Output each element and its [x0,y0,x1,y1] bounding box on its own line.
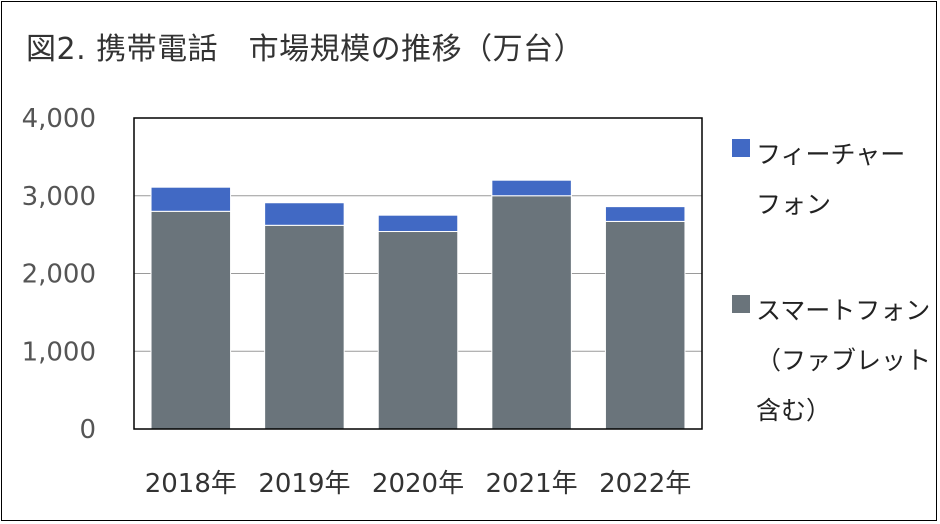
bar-segment-smartphone [264,224,345,430]
legend-swatch-smartphone [732,295,750,313]
bar-segment-smartphone [491,195,572,430]
bar-segment-feature-phone [264,202,345,226]
y-axis-ticks: 0 1,000 2,000 3,000 4,000 [22,104,96,445]
y-tick-label: 1,000 [22,337,96,367]
x-axis-ticks: 2018年 2019年 2020年 2021年 2022年 [145,469,692,499]
y-tick-label: 4,000 [22,104,96,134]
x-tick-label: 2019年 [258,469,350,499]
legend-label-smartphone: スマートフォン（ファブレット含む） [756,296,932,425]
y-tick-label: 0 [79,415,96,445]
y-tick-label: 3,000 [22,182,96,212]
chart-title: 図2. 携帯電話 市場規模の推移（万台） [26,32,585,67]
bar-segment-feature-phone [377,214,459,233]
y-tick-label: 2,000 [22,260,96,290]
plot-area-border [133,117,703,430]
bars [150,179,686,430]
bar-segment-feature-phone [491,179,572,197]
x-tick-label: 2020年 [372,469,464,499]
legend-swatch-feature-phone [732,139,750,157]
bar-segment-feature-phone [150,186,232,212]
bar-segment-feature-phone [604,206,686,222]
x-tick-label: 2022年 [599,469,691,499]
bar-segment-smartphone [604,220,686,430]
legend-label-feature-phone: フィーチャーフォン [756,140,906,219]
x-tick-label: 2021年 [486,469,578,499]
x-tick-label: 2018年 [145,469,237,499]
bar-segment-smartphone [377,231,459,430]
legend-smartphone: スマートフォン（ファブレット含む） [732,286,940,436]
legend-feature-phone: フィーチャーフォン [732,130,926,230]
bar-segment-smartphone [150,210,232,430]
